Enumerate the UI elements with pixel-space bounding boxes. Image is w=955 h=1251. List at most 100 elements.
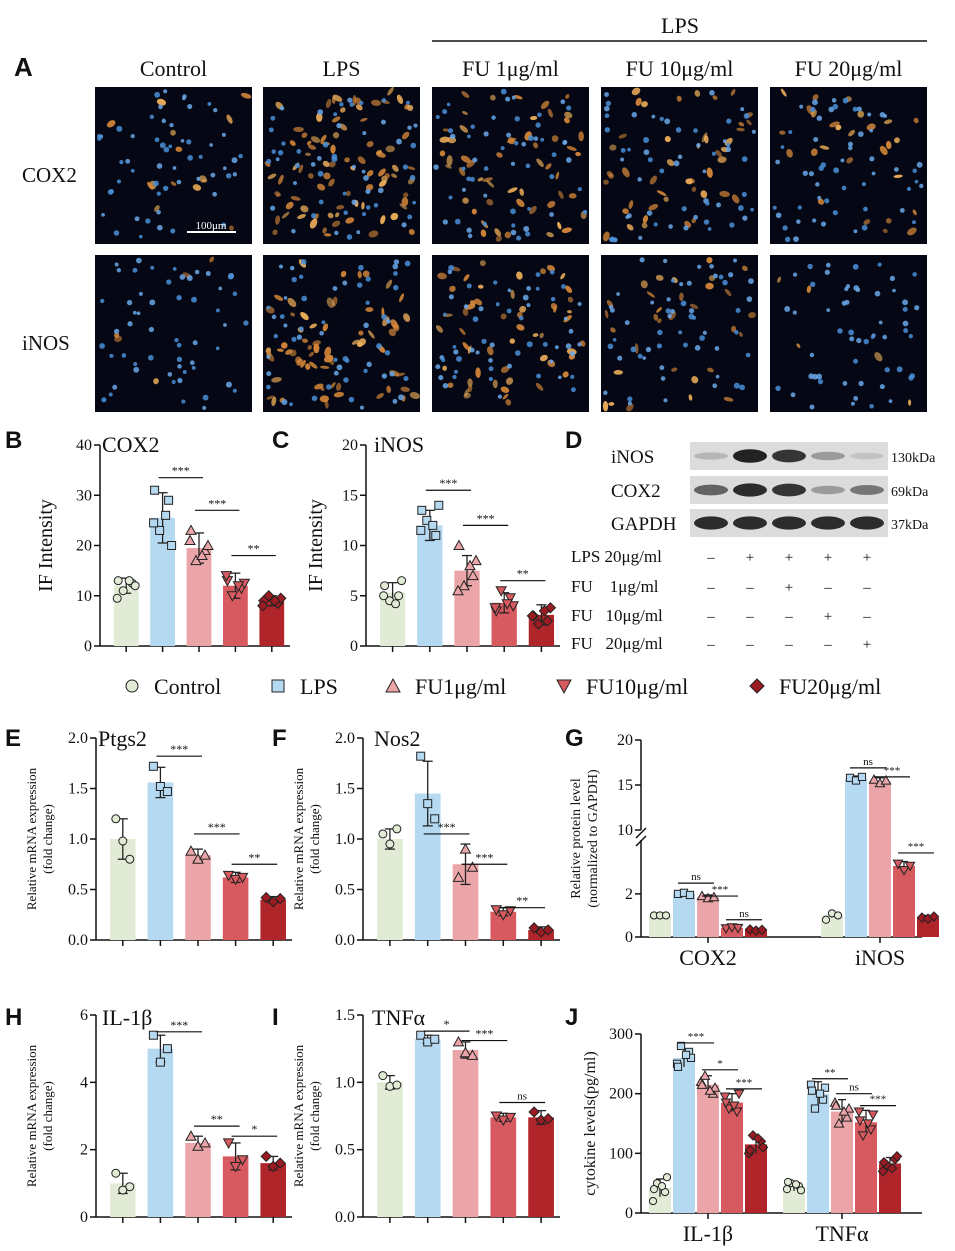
bar	[377, 1082, 403, 1217]
cell-cytoplasm	[641, 101, 648, 108]
cell-nucleus	[109, 353, 114, 358]
significance-label: ***	[884, 765, 901, 777]
cell-cytoplasm	[391, 173, 398, 178]
cell-nucleus	[177, 377, 183, 384]
cell-nucleus	[549, 269, 555, 275]
point-lps	[434, 500, 444, 510]
cell-nucleus	[116, 179, 121, 184]
point-control	[118, 586, 128, 596]
significance-label: *	[717, 1058, 723, 1070]
cell-cytoplasm	[307, 144, 317, 150]
cell-cytoplasm	[700, 190, 708, 199]
cell-nucleus	[466, 227, 472, 233]
point-fu10	[507, 601, 520, 612]
cell-cytoplasm	[309, 323, 317, 329]
cell-cytoplasm	[882, 228, 888, 234]
point-fu1	[452, 584, 464, 596]
point-lps	[155, 1057, 165, 1067]
cell-nucleus	[809, 281, 816, 288]
cell-nucleus	[223, 323, 227, 327]
point-control	[125, 1182, 135, 1192]
point-control	[378, 829, 388, 839]
cell-nucleus	[381, 373, 388, 379]
cell-cytoplasm	[646, 291, 655, 298]
cell-cytoplasm	[360, 117, 368, 122]
cell-cytoplasm	[407, 166, 416, 170]
cell-nucleus	[466, 176, 472, 182]
blot-size-label: 37kDa	[891, 518, 929, 533]
point-fu10	[497, 1115, 510, 1127]
cell-nucleus	[816, 115, 823, 121]
cell-cytoplasm	[390, 212, 399, 221]
cell-cytoplasm	[335, 212, 340, 218]
point-fu1	[868, 773, 880, 784]
cell-nucleus	[441, 358, 446, 363]
cell-nucleus	[270, 115, 276, 121]
cell-cytoplasm	[893, 174, 903, 178]
condition-sign: –	[745, 580, 754, 596]
cell-nucleus	[554, 345, 559, 350]
cell-cytoplasm	[327, 212, 334, 219]
micrograph-background	[95, 255, 252, 412]
point-fu1	[838, 1105, 850, 1116]
cell-nucleus	[232, 172, 237, 177]
cell-cytoplasm	[477, 284, 484, 289]
y-tick-label: 1.0	[335, 831, 355, 848]
cell-nucleus	[174, 338, 179, 343]
y-axis-label: Relative mRNA expression	[24, 1044, 39, 1187]
cell-nucleus	[506, 132, 512, 138]
cell-nucleus	[650, 300, 655, 305]
cell-cytoplasm	[535, 382, 544, 391]
point-fu1	[199, 1136, 211, 1148]
cell-nucleus	[604, 92, 609, 97]
cell-cytoplasm	[529, 205, 537, 215]
cell-cytoplasm	[603, 179, 609, 185]
cell-nucleus	[363, 368, 368, 374]
cell-nucleus	[470, 124, 475, 129]
cell-nucleus	[381, 314, 387, 320]
cell-nucleus	[472, 157, 478, 163]
cell-nucleus	[333, 112, 338, 117]
cell-cytoplasm	[272, 229, 278, 236]
cell-nucleus	[725, 146, 732, 153]
cell-nucleus	[336, 364, 343, 371]
point-fu20	[542, 1112, 554, 1125]
cell-nucleus	[688, 313, 695, 320]
condition-sign: –	[706, 550, 715, 566]
cell-cytoplasm	[446, 155, 453, 167]
cell-cytoplasm	[388, 328, 396, 337]
cell-nucleus	[903, 328, 909, 334]
cell-nucleus	[703, 219, 710, 225]
point-lps	[155, 781, 165, 791]
cell-nucleus	[130, 168, 135, 173]
point-fu1	[184, 534, 196, 545]
cell-nucleus	[842, 381, 848, 386]
cell-cytoplasm	[310, 136, 321, 143]
point-control	[111, 814, 121, 824]
cell-cytoplasm	[320, 134, 327, 143]
cell-nucleus	[376, 343, 382, 349]
y-tick-label: 20	[617, 732, 633, 749]
y-axis-label: (fold change)	[40, 804, 55, 874]
bar	[893, 865, 915, 937]
cell-nucleus	[454, 218, 461, 225]
cell-cytoplasm	[676, 95, 682, 102]
point-fu20	[542, 924, 554, 936]
cell-cytoplasm	[691, 376, 699, 384]
condition-sign: +	[824, 609, 832, 625]
cell-nucleus	[673, 160, 680, 167]
cell-cytoplasm	[314, 383, 324, 390]
point-lps	[807, 1086, 817, 1095]
cell-nucleus	[366, 361, 372, 368]
cell-cytoplasm	[502, 393, 509, 400]
cell-nucleus	[232, 388, 237, 393]
cell-nucleus	[483, 131, 489, 137]
cell-cytoplasm	[368, 230, 379, 238]
cell-cytoplasm	[540, 268, 546, 275]
cell-nucleus	[646, 210, 653, 216]
cell-cytoplasm	[551, 135, 559, 142]
condition-sign: –	[745, 637, 754, 653]
point-control	[130, 581, 140, 591]
cell-nucleus	[889, 275, 896, 281]
